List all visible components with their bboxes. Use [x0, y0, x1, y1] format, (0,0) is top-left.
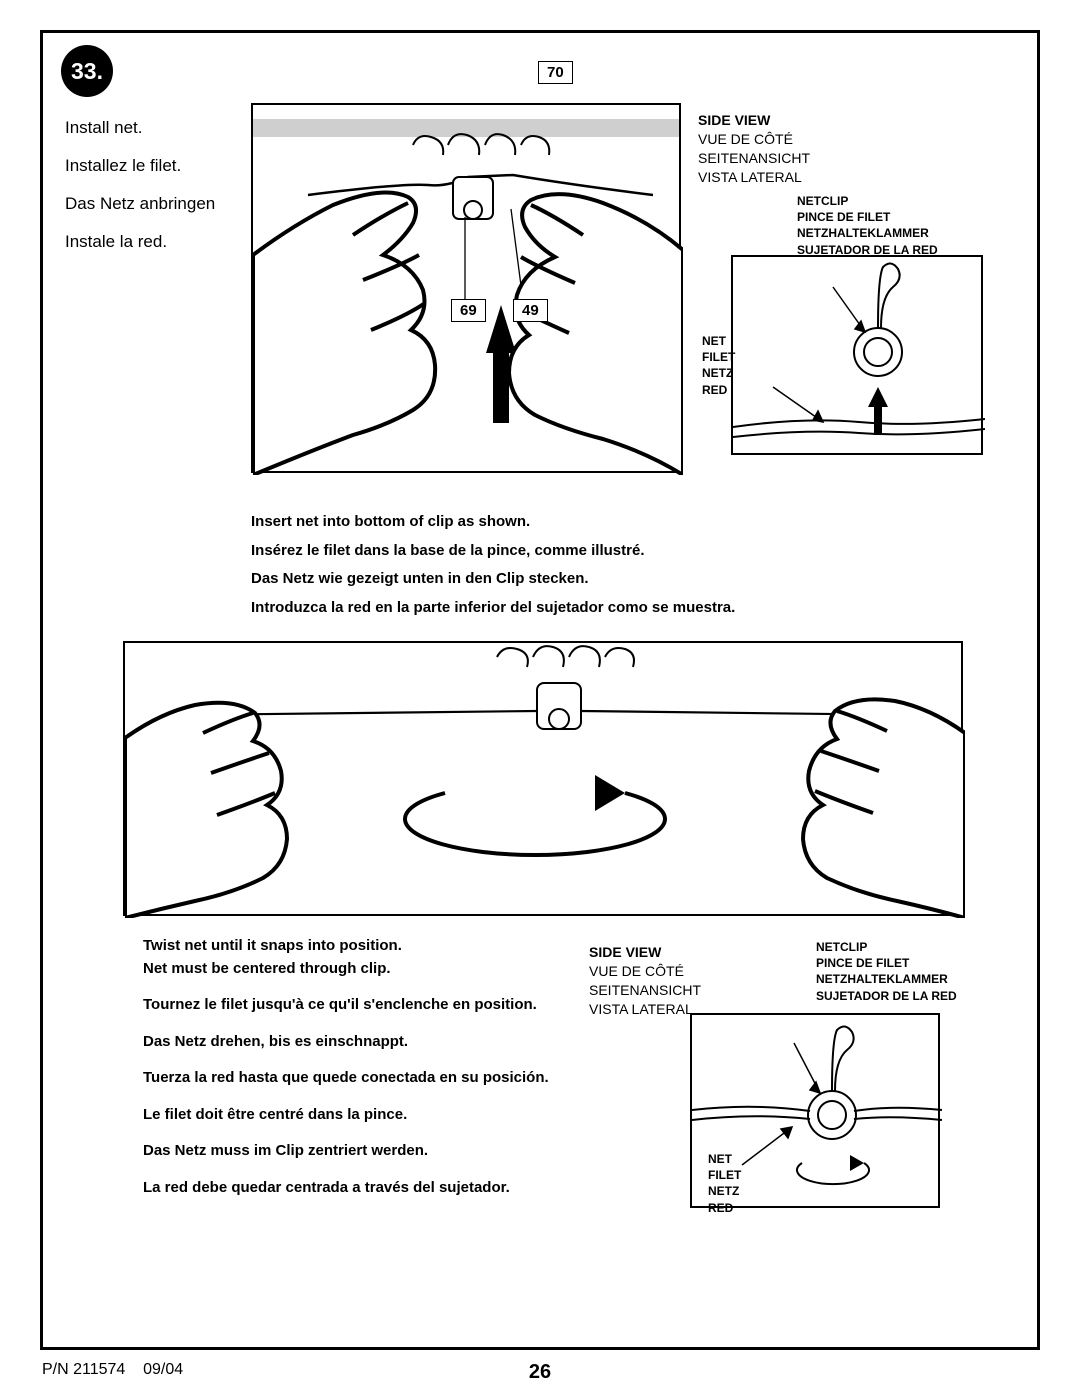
netclip-1-label: NETCLIP PINCE DE FILET NETZHALTEKLAMMER …	[797, 193, 938, 258]
inst2-en-b: Net must be centered through clip.	[143, 960, 391, 977]
netclip-2-es: SUJETADOR DE LA RED	[816, 988, 957, 1004]
figure-1	[251, 103, 681, 473]
netclip-2-de: NETZHALTEKLAMMER	[816, 971, 957, 987]
intro-en: Install net.	[65, 111, 215, 145]
net-2-fr: FILET	[708, 1167, 741, 1183]
figure-2-illustration	[125, 643, 965, 918]
figure-2	[123, 641, 963, 916]
side-view-fr: VUE DE CÔTÉ	[698, 130, 810, 149]
inst2-fr-b: Le filet doit être centré dans la pince.	[143, 1104, 549, 1127]
netclip-2-en: NETCLIP	[816, 939, 957, 955]
part-69-callout: 69	[451, 299, 486, 322]
part-70-callout: 70	[538, 61, 573, 84]
inst2-es-a: Tuerza la red hasta que quede conectada …	[143, 1067, 549, 1090]
side-view-1-title: SIDE VIEW VUE DE CÔTÉ SEITENANSICHT VIST…	[698, 111, 810, 187]
page-footer: P/N 211574 09/04 26	[42, 1361, 1038, 1379]
netclip-fr: PINCE DE FILET	[797, 209, 938, 225]
netclip-en: NETCLIP	[797, 193, 938, 209]
side-view-es: VISTA LATERAL	[698, 168, 810, 187]
intro-es: Instale la red.	[65, 225, 215, 259]
step-number: 33.	[71, 58, 103, 85]
step-number-badge: 33.	[61, 45, 113, 97]
page-number: 26	[529, 1361, 551, 1384]
net-2-de: NETZ	[708, 1183, 741, 1199]
side-view-2-title: SIDE VIEW VUE DE CÔTÉ SEITENANSICHT VIST…	[589, 943, 701, 1019]
intro-text-block: Install net. Installez le filet. Das Net…	[65, 111, 215, 263]
side-view-2-es: VISTA LATERAL	[589, 1000, 701, 1019]
instruction-1-block: Insert net into bottom of clip as shown.…	[251, 508, 735, 622]
inst2-es-b: La red debe quedar centrada a través del…	[143, 1177, 549, 1200]
inst2-de-a: Das Netz drehen, bis es einschnappt.	[143, 1031, 549, 1054]
inst2-fr: Tournez le filet jusqu'à ce qu'il s'encl…	[143, 994, 549, 1017]
page: 33. Install net. Installez le filet. Das…	[0, 0, 1080, 1397]
inst1-de: Das Netz wie gezeigt unten in den Clip s…	[251, 565, 735, 594]
inst2-de-b: Das Netz muss im Clip zentriert werden.	[143, 1140, 549, 1163]
side-view-en: SIDE VIEW	[698, 111, 810, 130]
netclip-de: NETZHALTEKLAMMER	[797, 225, 938, 241]
side-view-1-illustration	[733, 257, 985, 457]
net-2-en: NET	[708, 1151, 741, 1167]
side-view-2-en: SIDE VIEW	[589, 943, 701, 962]
intro-de: Das Netz anbringen	[65, 187, 215, 221]
side-view-1-figure	[731, 255, 983, 455]
side-view-2-fr: VUE DE CÔTÉ	[589, 962, 701, 981]
part-49-callout: 49	[513, 299, 548, 322]
inst1-en: Insert net into bottom of clip as shown.	[251, 508, 735, 537]
figure-1-illustration	[253, 105, 683, 475]
page-border: 33. Install net. Installez le filet. Das…	[40, 30, 1040, 1350]
inst1-es: Introduzca la red en la parte inferior d…	[251, 594, 735, 623]
inst1-fr: Insérez le filet dans la base de la pinc…	[251, 537, 735, 566]
part-number: P/N 211574 09/04	[42, 1361, 183, 1379]
netclip-2-fr: PINCE DE FILET	[816, 955, 957, 971]
netclip-2-label: NETCLIP PINCE DE FILET NETZHALTEKLAMMER …	[816, 939, 957, 1004]
instruction-2-block: Twist net until it snaps into position. …	[143, 935, 549, 1213]
intro-fr: Installez le filet.	[65, 149, 215, 183]
side-view-2-de: SEITENANSICHT	[589, 981, 701, 1000]
net-2-label: NET FILET NETZ RED	[708, 1151, 741, 1216]
side-view-de: SEITENANSICHT	[698, 149, 810, 168]
inst2-en-a: Twist net until it snaps into position.	[143, 937, 402, 954]
net-2-es: RED	[708, 1200, 741, 1216]
